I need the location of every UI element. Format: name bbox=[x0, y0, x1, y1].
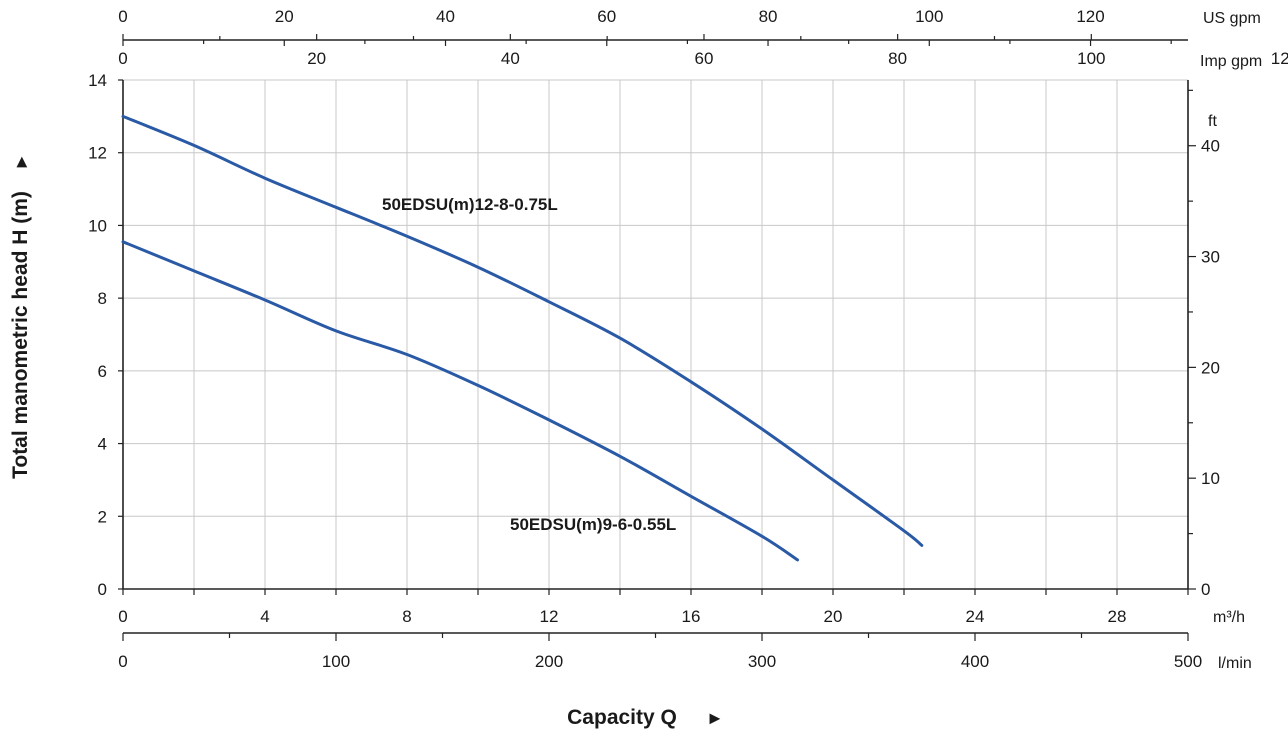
us-gpm-tick-label: 80 bbox=[759, 7, 778, 26]
y-tick-label: 0 bbox=[98, 580, 107, 599]
y-tick-label: 6 bbox=[98, 362, 107, 381]
x-tick-label: 24 bbox=[966, 607, 985, 626]
lmin-tick-label: 0 bbox=[118, 652, 127, 671]
lmin-tick-label: 500 bbox=[1174, 652, 1202, 671]
x-tick-label: 16 bbox=[682, 607, 701, 626]
imp-gpm-tick-label: 0 bbox=[118, 49, 127, 68]
imp-gpm-tick-label: 20 bbox=[307, 49, 326, 68]
us-gpm-tick-label: 60 bbox=[597, 7, 616, 26]
y-axis-title: Total manometric head H (m) bbox=[9, 191, 32, 479]
us-gpm-tick-label: 20 bbox=[275, 7, 294, 26]
y-tick-label: 14 bbox=[88, 71, 107, 90]
y-axis-arrow-icon: ► bbox=[11, 153, 31, 171]
us-gpm-tick-label: 0 bbox=[118, 7, 127, 26]
imp-gpm-tick-label: 40 bbox=[501, 49, 520, 68]
lmin-tick-label: 100 bbox=[322, 652, 350, 671]
x-unit-label: m³/h bbox=[1213, 609, 1245, 626]
imp-gpm-tick-label: 100 bbox=[1077, 49, 1105, 68]
lmin-unit-label: l/min bbox=[1218, 655, 1252, 672]
series-label-0: 50EDSU(m)12-8-0.75L bbox=[382, 195, 558, 214]
y-tick-label: 12 bbox=[88, 144, 107, 163]
imp-gpm-tick-label: 60 bbox=[695, 49, 714, 68]
series-label-1: 50EDSU(m)9-6-0.55L bbox=[510, 515, 676, 534]
ft-tick-label: 30 bbox=[1201, 248, 1220, 267]
ft-tick-label: 10 bbox=[1201, 469, 1220, 488]
x-tick-label: 12 bbox=[540, 607, 559, 626]
y-tick-label: 10 bbox=[88, 216, 107, 235]
x-axis-title: Capacity Q bbox=[567, 706, 677, 729]
series-line-1 bbox=[121, 240, 799, 562]
x-tick-label: 28 bbox=[1108, 607, 1127, 626]
us-gpm-tick-label: 40 bbox=[436, 7, 455, 26]
us-gpm-tick-label: 100 bbox=[915, 7, 943, 26]
axes bbox=[118, 34, 1196, 641]
x-tick-label: 4 bbox=[260, 607, 269, 626]
lmin-tick-label: 200 bbox=[535, 652, 563, 671]
ft-tick-label: 0 bbox=[1201, 580, 1210, 599]
x-tick-label: 0 bbox=[118, 607, 127, 626]
x-axis-arrow-icon: ► bbox=[706, 708, 724, 728]
series-line-0 bbox=[121, 114, 924, 547]
us-gpm-unit-label: US gpm bbox=[1203, 10, 1261, 27]
imp-gpm-unit-label: Imp gpm bbox=[1200, 53, 1262, 70]
y-tick-label: 2 bbox=[98, 507, 107, 526]
imp-gpm-tick-label: 120 bbox=[1271, 49, 1288, 68]
ft-unit-label: ft bbox=[1208, 113, 1217, 130]
y-tick-label: 8 bbox=[98, 289, 107, 308]
ft-tick-label: 40 bbox=[1201, 137, 1220, 156]
imp-gpm-tick-label: 80 bbox=[888, 49, 907, 68]
lmin-tick-label: 300 bbox=[748, 652, 776, 671]
grid bbox=[123, 79, 1188, 589]
x-tick-label: 20 bbox=[824, 607, 843, 626]
x-tick-label: 8 bbox=[402, 607, 411, 626]
series bbox=[121, 114, 924, 562]
us-gpm-tick-label: 120 bbox=[1076, 7, 1104, 26]
y-tick-label: 4 bbox=[98, 435, 107, 454]
lmin-tick-label: 400 bbox=[961, 652, 989, 671]
ft-tick-label: 20 bbox=[1201, 358, 1220, 377]
